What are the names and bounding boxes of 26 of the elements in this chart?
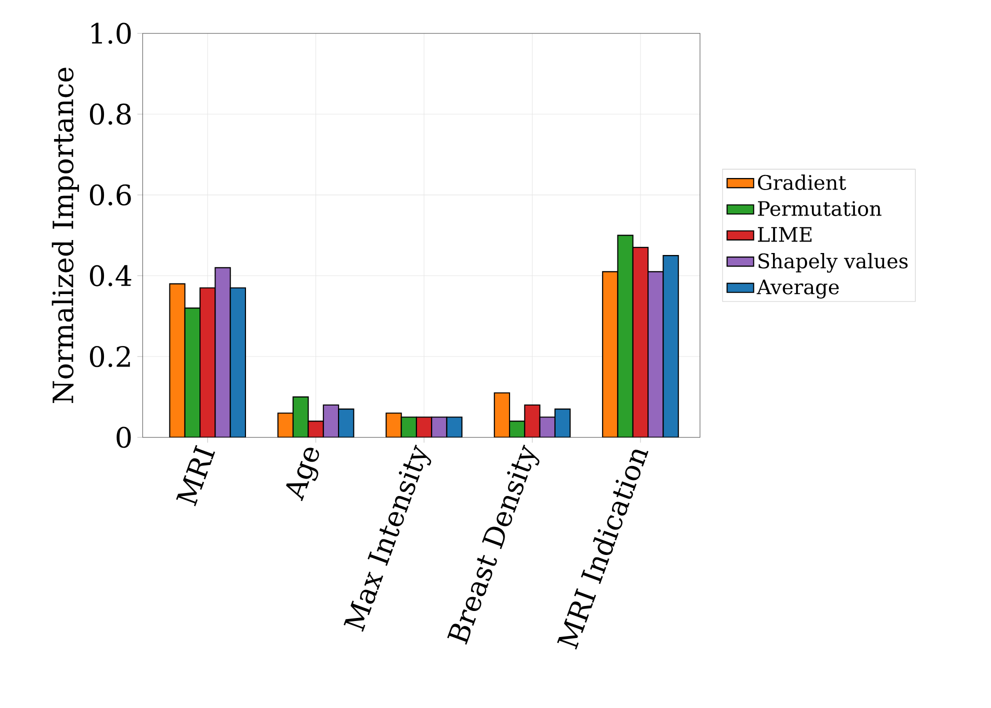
bar [386, 412, 402, 438]
bar [230, 287, 246, 438]
bar [292, 396, 309, 438]
legend-label: LIME [758, 227, 812, 242]
legend-label: Gradient [758, 174, 846, 190]
bar [184, 308, 201, 438]
bar [277, 412, 294, 438]
y-tick-label: 0.2 [90, 346, 130, 368]
bar [554, 408, 571, 438]
y-axis-title: Normalized Importance [52, 68, 79, 404]
legend-label: Permutation [758, 201, 882, 216]
bar [602, 271, 618, 438]
y-tick-label: 0.6 [90, 184, 131, 206]
legend-label: Shapely values [758, 253, 908, 273]
x-tick-label: MRI [176, 445, 216, 506]
y-tick-label: 0.8 [90, 104, 131, 125]
bar [169, 283, 186, 438]
legend-label: Average [756, 280, 839, 299]
y-tick-label: 0.4 [90, 265, 132, 286]
bar [338, 408, 354, 438]
x-tick-label: Age [286, 448, 320, 502]
y-tick-label: 0 [116, 426, 131, 448]
bar [662, 255, 679, 438]
y-tick-label: 1.0 [92, 22, 131, 44]
bar [494, 392, 510, 438]
bar [617, 234, 634, 438]
